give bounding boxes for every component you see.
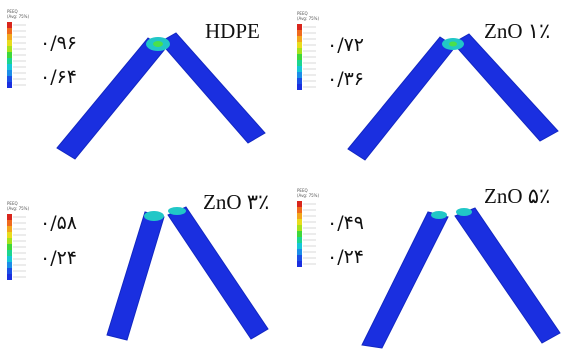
- legend-label-line2: (Avg: 75%): [297, 16, 319, 21]
- legend-color-step: [297, 84, 302, 90]
- stress-zone-high: [449, 41, 457, 47]
- legend-color-step: [297, 60, 302, 66]
- specimen-zno-3: [106, 206, 269, 341]
- legend-color-step: [297, 72, 302, 78]
- legend-color-step: [7, 70, 12, 76]
- panel-zno-1: PEEQ (Avg: 75%) ۰/۷۲ ۰/۳۶ ZnO ۱٪: [290, 0, 574, 174]
- legend-color-step: [7, 34, 12, 40]
- legend-mid-value: ۰/۲۴: [40, 247, 78, 269]
- legend-label-line1: PEEQ: [297, 188, 308, 193]
- legend-color-step: [297, 24, 302, 30]
- legend-color-step: [7, 244, 12, 250]
- specimen-zno-5: [361, 207, 561, 349]
- legend-color-step: [297, 243, 302, 249]
- legend-color-step: [7, 256, 12, 262]
- stress-zone-mid: [431, 211, 447, 219]
- contour-legend-graphic: PEEQ(Avg: 75%): [297, 188, 319, 267]
- legend-color-step: [297, 261, 302, 267]
- legend-color-step: [7, 52, 12, 58]
- legend-color-step: [297, 213, 302, 219]
- legend-color-step: [297, 66, 302, 72]
- specimen-right-arm: [454, 207, 561, 344]
- legend-color-step: [7, 76, 12, 82]
- legend-label-line2: (Avg: 75%): [7, 14, 29, 19]
- panel-title: ZnO ۳٪: [203, 190, 270, 214]
- panel-zno-5: PEEQ (Avg: 75%) ۰/۴۹ ۰/۲۴ ZnO ۵٪: [290, 175, 574, 349]
- panel-zno-3: PEEQ (Avg: 75%) ۰/۵۸ ۰/۲۴ ZnO ۳٪: [0, 175, 287, 349]
- legend-color-step: [7, 250, 12, 256]
- legend-zno-1: PEEQ (Avg: 75%): [296, 10, 320, 98]
- contour-legend-graphic: PEEQ(Avg: 75%): [7, 9, 29, 88]
- legend-label-line1: PEEQ: [297, 11, 308, 16]
- legend-color-step: [297, 30, 302, 36]
- legend-color-step: [7, 214, 12, 220]
- legend-label-line1: PEEQ: [7, 201, 18, 206]
- legend-color-step: [7, 46, 12, 52]
- legend-color-step: [297, 255, 302, 261]
- panel-title: HDPE: [205, 19, 260, 43]
- specimen-right-arm: [159, 32, 266, 144]
- specimen-left-arm: [106, 211, 165, 341]
- legend-color-step: [297, 219, 302, 225]
- legend-label-line1: PEEQ: [7, 9, 18, 14]
- contour-legend-graphic: PEEQ(Avg: 75%): [7, 201, 29, 280]
- legend-color-step: [297, 78, 302, 84]
- legend-color-step: [297, 42, 302, 48]
- panel-title: ZnO ۵٪: [484, 184, 551, 208]
- specimen-right-arm: [452, 33, 559, 142]
- panel-hdpe: PEEQ (Avg: 75%) ۰/۹۶ ۰/۶۴ HDPE: [0, 0, 287, 174]
- legend-color-step: [297, 207, 302, 213]
- stress-zone-mid: [144, 211, 164, 221]
- legend-color-step: [7, 82, 12, 88]
- legend-color-step: [7, 232, 12, 238]
- legend-color-step: [297, 54, 302, 60]
- legend-color-step: [297, 237, 302, 243]
- legend-zno-5: PEEQ (Avg: 75%): [296, 187, 320, 275]
- legend-max-value: ۰/۷۲: [327, 34, 365, 56]
- stress-zone-mid-right: [456, 208, 472, 216]
- contour-legend-graphic: PEEQ(Avg: 75%): [297, 11, 319, 90]
- legend-color-step: [7, 226, 12, 232]
- legend-mid-value: ۰/۳۶: [327, 68, 365, 90]
- stress-zone-high: [153, 41, 163, 47]
- legend-max-value: ۰/۹۶: [40, 32, 78, 54]
- legend-color-step: [7, 274, 12, 280]
- legend-color-step: [297, 225, 302, 231]
- legend-color-step: [7, 64, 12, 70]
- specimen-zno-1: [347, 33, 559, 161]
- specimen-right-arm: [167, 206, 269, 340]
- legend-color-step: [7, 262, 12, 268]
- legend-hdpe: PEEQ (Avg: 75%): [6, 8, 30, 96]
- legend-color-step: [7, 40, 12, 46]
- legend-max-value: ۰/۵۸: [40, 212, 78, 234]
- legend-label-line2: (Avg: 75%): [7, 206, 29, 211]
- legend-color-step: [297, 48, 302, 54]
- legend-mid-value: ۰/۲۴: [327, 246, 365, 268]
- legend-zno-3: PEEQ (Avg: 75%): [6, 200, 30, 288]
- legend-color-step: [7, 58, 12, 64]
- legend-color-step: [7, 268, 12, 274]
- specimen-hdpe: [56, 32, 266, 160]
- legend-color-step: [7, 220, 12, 226]
- specimen-left-arm: [361, 211, 449, 349]
- legend-color-step: [297, 249, 302, 255]
- panel-title: ZnO ۱٪: [484, 19, 551, 43]
- legend-color-step: [297, 36, 302, 42]
- specimen-left-arm: [56, 37, 166, 160]
- specimen-left-arm: [347, 36, 456, 161]
- legend-color-step: [7, 22, 12, 28]
- legend-label-line2: (Avg: 75%): [297, 193, 319, 198]
- legend-mid-value: ۰/۶۴: [40, 66, 78, 88]
- legend-color-step: [7, 28, 12, 34]
- legend-color-step: [297, 231, 302, 237]
- legend-color-step: [297, 201, 302, 207]
- legend-max-value: ۰/۴۹: [327, 212, 365, 234]
- legend-color-step: [7, 238, 12, 244]
- stress-zone-mid-right: [168, 207, 186, 215]
